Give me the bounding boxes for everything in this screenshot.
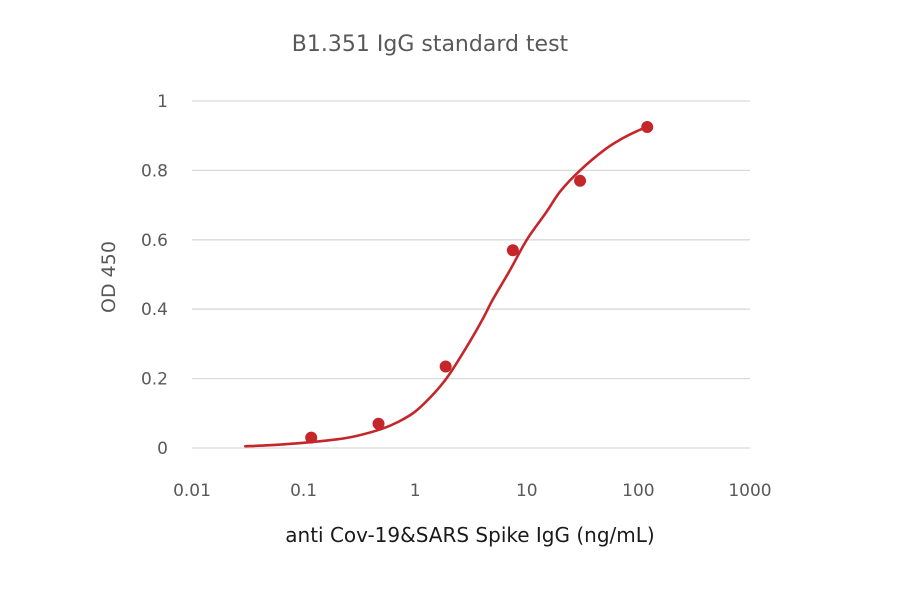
x-tick-label: 100: [622, 481, 654, 501]
y-tick-label: 0.6: [141, 231, 168, 251]
data-point: [641, 121, 654, 134]
x-tick-label: 0.1: [290, 481, 317, 501]
y-axis-label: OD 450: [98, 241, 120, 313]
data-point: [439, 360, 452, 373]
x-axis-label: anti Cov-19&SARS Spike IgG (ng/mL): [285, 523, 654, 547]
data-point: [305, 431, 318, 444]
data-point: [372, 417, 385, 430]
x-tick-label: 10: [516, 481, 538, 501]
x-tick-label: 0.01: [173, 481, 211, 501]
y-tick-label: 0.4: [141, 300, 168, 320]
data-point: [574, 174, 587, 187]
x-tick-label: 1000: [728, 481, 771, 501]
y-tick-label: 1: [157, 92, 168, 112]
gridlines: [192, 100, 750, 449]
y-tick-label: 0.2: [141, 370, 168, 390]
x-tick-label: 1: [410, 481, 421, 501]
data-points: [305, 121, 654, 444]
fitted-curve-line: [243, 125, 649, 448]
x-axis-tick-labels: 0.01 0.1 1 10 100 1000: [173, 481, 772, 501]
y-axis-tick-labels: 0 0.2 0.4 0.6 0.8 1: [141, 92, 168, 459]
y-tick-label: 0.8: [141, 161, 168, 181]
data-point: [506, 244, 519, 257]
chart-title: B1.351 IgG standard test: [292, 32, 569, 57]
y-tick-label: 0: [157, 439, 168, 459]
